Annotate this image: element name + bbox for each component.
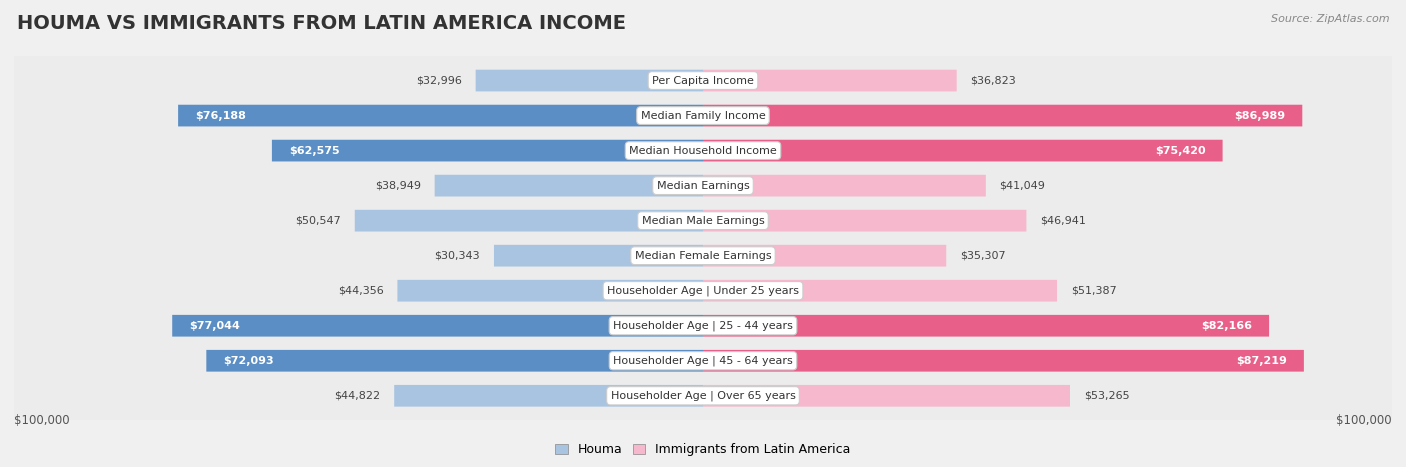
Text: $41,049: $41,049 (1000, 181, 1046, 191)
FancyBboxPatch shape (4, 0, 1402, 467)
FancyBboxPatch shape (703, 210, 1026, 232)
FancyBboxPatch shape (434, 175, 703, 197)
Text: Householder Age | Under 25 years: Householder Age | Under 25 years (607, 285, 799, 296)
Text: $82,166: $82,166 (1201, 321, 1251, 331)
FancyBboxPatch shape (179, 105, 703, 127)
Text: Per Capita Income: Per Capita Income (652, 76, 754, 85)
FancyBboxPatch shape (494, 245, 703, 267)
Text: $53,265: $53,265 (1084, 391, 1129, 401)
Text: $62,575: $62,575 (290, 146, 340, 156)
FancyBboxPatch shape (703, 175, 986, 197)
FancyBboxPatch shape (475, 70, 703, 92)
Text: Householder Age | 25 - 44 years: Householder Age | 25 - 44 years (613, 320, 793, 331)
Text: $75,420: $75,420 (1154, 146, 1205, 156)
FancyBboxPatch shape (703, 385, 1070, 407)
Text: Median Female Earnings: Median Female Earnings (634, 251, 772, 261)
Text: Median Household Income: Median Household Income (628, 146, 778, 156)
FancyBboxPatch shape (4, 0, 1402, 467)
Text: $44,356: $44,356 (337, 286, 384, 296)
Text: $38,949: $38,949 (375, 181, 420, 191)
Text: Median Earnings: Median Earnings (657, 181, 749, 191)
Text: $100,000: $100,000 (14, 414, 70, 427)
Text: $51,387: $51,387 (1071, 286, 1116, 296)
Text: HOUMA VS IMMIGRANTS FROM LATIN AMERICA INCOME: HOUMA VS IMMIGRANTS FROM LATIN AMERICA I… (17, 14, 626, 33)
Text: Householder Age | 45 - 64 years: Householder Age | 45 - 64 years (613, 355, 793, 366)
Text: $86,989: $86,989 (1234, 111, 1285, 120)
Text: Median Male Earnings: Median Male Earnings (641, 216, 765, 226)
FancyBboxPatch shape (4, 0, 1402, 467)
Text: $100,000: $100,000 (1336, 414, 1392, 427)
FancyBboxPatch shape (271, 140, 703, 162)
FancyBboxPatch shape (703, 350, 1303, 372)
Text: Householder Age | Over 65 years: Householder Age | Over 65 years (610, 390, 796, 401)
FancyBboxPatch shape (703, 315, 1270, 337)
FancyBboxPatch shape (398, 280, 703, 302)
Text: $76,188: $76,188 (195, 111, 246, 120)
Text: Median Family Income: Median Family Income (641, 111, 765, 120)
Text: $35,307: $35,307 (960, 251, 1005, 261)
FancyBboxPatch shape (4, 0, 1402, 467)
FancyBboxPatch shape (4, 0, 1402, 467)
FancyBboxPatch shape (394, 385, 703, 407)
Text: $50,547: $50,547 (295, 216, 342, 226)
Text: $36,823: $36,823 (970, 76, 1017, 85)
Text: $87,219: $87,219 (1236, 356, 1286, 366)
FancyBboxPatch shape (172, 315, 703, 337)
FancyBboxPatch shape (703, 105, 1302, 127)
FancyBboxPatch shape (354, 210, 703, 232)
FancyBboxPatch shape (4, 0, 1402, 467)
Text: $72,093: $72,093 (224, 356, 274, 366)
FancyBboxPatch shape (4, 0, 1402, 467)
Text: $32,996: $32,996 (416, 76, 463, 85)
FancyBboxPatch shape (207, 350, 703, 372)
Text: $46,941: $46,941 (1040, 216, 1085, 226)
Legend: Houma, Immigrants from Latin America: Houma, Immigrants from Latin America (550, 439, 856, 461)
Text: $77,044: $77,044 (190, 321, 240, 331)
FancyBboxPatch shape (703, 280, 1057, 302)
Text: Source: ZipAtlas.com: Source: ZipAtlas.com (1271, 14, 1389, 24)
FancyBboxPatch shape (703, 70, 956, 92)
FancyBboxPatch shape (4, 0, 1402, 467)
FancyBboxPatch shape (703, 245, 946, 267)
Text: $30,343: $30,343 (434, 251, 481, 261)
FancyBboxPatch shape (703, 140, 1223, 162)
Text: $44,822: $44,822 (335, 391, 381, 401)
FancyBboxPatch shape (4, 0, 1402, 467)
FancyBboxPatch shape (4, 0, 1402, 467)
